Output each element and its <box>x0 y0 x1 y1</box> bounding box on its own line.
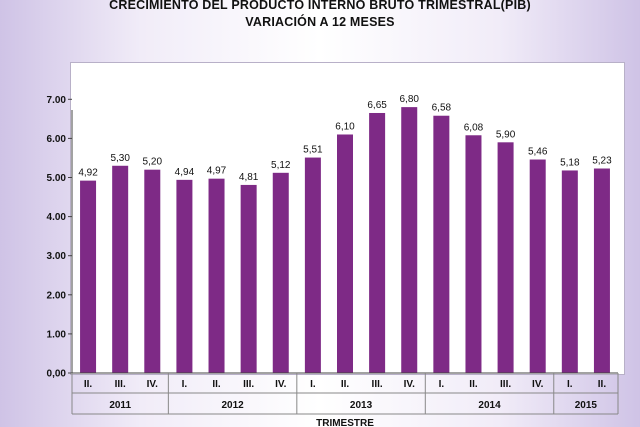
x-axis-title: TRIMESTRE <box>316 418 374 427</box>
y-tick-label: 3.00 <box>47 251 67 262</box>
y-tick-label: 1.00 <box>47 329 67 340</box>
y-tick-label: 4.00 <box>47 212 67 223</box>
year-label: 2014 <box>478 400 501 411</box>
bar <box>144 169 161 373</box>
bar <box>433 115 450 374</box>
x-tick-label: III. <box>372 379 383 390</box>
y-tick-label: 6.00 <box>47 134 67 145</box>
x-tick-label: IV. <box>275 379 287 390</box>
bar <box>497 142 514 373</box>
x-tick-label: I. <box>310 379 316 390</box>
bar <box>337 134 353 373</box>
data-label: 6,65 <box>367 100 387 111</box>
data-label: 6,58 <box>432 103 452 114</box>
data-label: 5,12 <box>271 160 291 171</box>
x-tick-label: III. <box>115 379 126 390</box>
data-label: 5,30 <box>110 153 130 164</box>
x-tick-label: I. <box>439 379 445 390</box>
data-label: 5,18 <box>560 157 580 168</box>
bar <box>401 107 418 374</box>
data-label: 4,97 <box>207 166 227 177</box>
bar <box>112 165 129 373</box>
y-tick-label: 2.00 <box>47 290 67 301</box>
x-tick-label: IV. <box>532 379 544 390</box>
data-label: 5,46 <box>528 147 548 158</box>
bar <box>272 172 289 373</box>
chart-title-line-2: VARIACIÓN A 12 MESES <box>245 15 395 29</box>
bar <box>529 159 546 373</box>
year-label: 2015 <box>575 400 598 411</box>
data-label: 5,51 <box>303 145 323 156</box>
bar <box>240 184 257 373</box>
y-tick-label: 5.00 <box>47 173 67 184</box>
year-label: 2012 <box>221 400 244 411</box>
x-tick-label: IV. <box>404 379 416 390</box>
data-label: 6,80 <box>400 94 420 105</box>
bar <box>176 179 193 373</box>
y-tick-label: 0,00 <box>47 369 67 380</box>
x-tick-label: II. <box>598 379 607 390</box>
x-tick-label: II. <box>341 379 350 390</box>
data-label: 4,94 <box>175 167 195 178</box>
chart-title-line-1: CRECIMIENTO DEL PRODUCTO INTERNO BRUTO T… <box>109 0 531 12</box>
data-label: 6,10 <box>335 121 355 132</box>
x-tick-label: IV. <box>147 379 159 390</box>
bar <box>208 178 225 373</box>
bar <box>369 112 386 374</box>
data-label: 5,90 <box>496 129 516 140</box>
x-tick-label: I. <box>182 379 188 390</box>
data-label: 4,81 <box>239 172 259 183</box>
x-tick-label: II. <box>84 379 93 390</box>
bar <box>561 170 578 373</box>
bar <box>304 157 321 373</box>
x-tick-label: III. <box>500 379 511 390</box>
x-tick-label: I. <box>567 379 573 390</box>
bar <box>593 168 610 373</box>
data-label: 5,23 <box>592 156 612 167</box>
year-label: 2011 <box>109 400 131 411</box>
year-label: 2013 <box>350 400 373 411</box>
data-label: 5,20 <box>143 157 163 168</box>
data-label: 4,92 <box>78 168 98 179</box>
data-label: 6,08 <box>464 122 484 133</box>
y-tick-label: 7.00 <box>47 95 67 106</box>
bar <box>80 180 97 373</box>
bar <box>465 135 482 373</box>
x-tick-label: II. <box>212 379 221 390</box>
x-tick-label: II. <box>469 379 478 390</box>
x-tick-label: III. <box>243 379 254 390</box>
